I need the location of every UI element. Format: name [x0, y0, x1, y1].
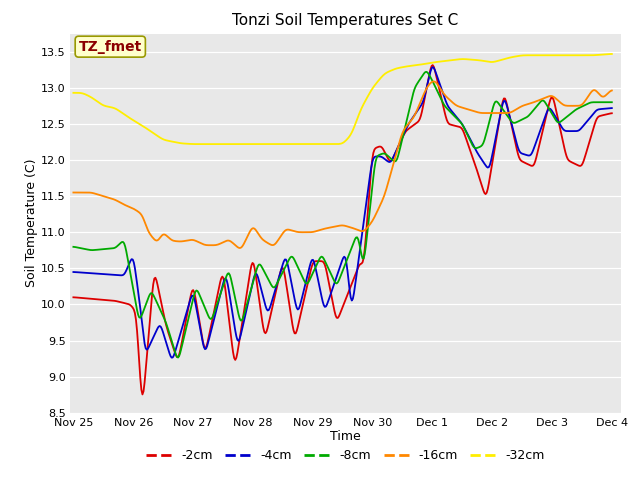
Title: Tonzi Soil Temperatures Set C: Tonzi Soil Temperatures Set C	[232, 13, 459, 28]
Legend: -2cm, -4cm, -8cm, -16cm, -32cm: -2cm, -4cm, -8cm, -16cm, -32cm	[141, 444, 550, 467]
X-axis label: Time: Time	[330, 431, 361, 444]
Y-axis label: Soil Temperature (C): Soil Temperature (C)	[25, 159, 38, 288]
Text: TZ_fmet: TZ_fmet	[79, 40, 142, 54]
